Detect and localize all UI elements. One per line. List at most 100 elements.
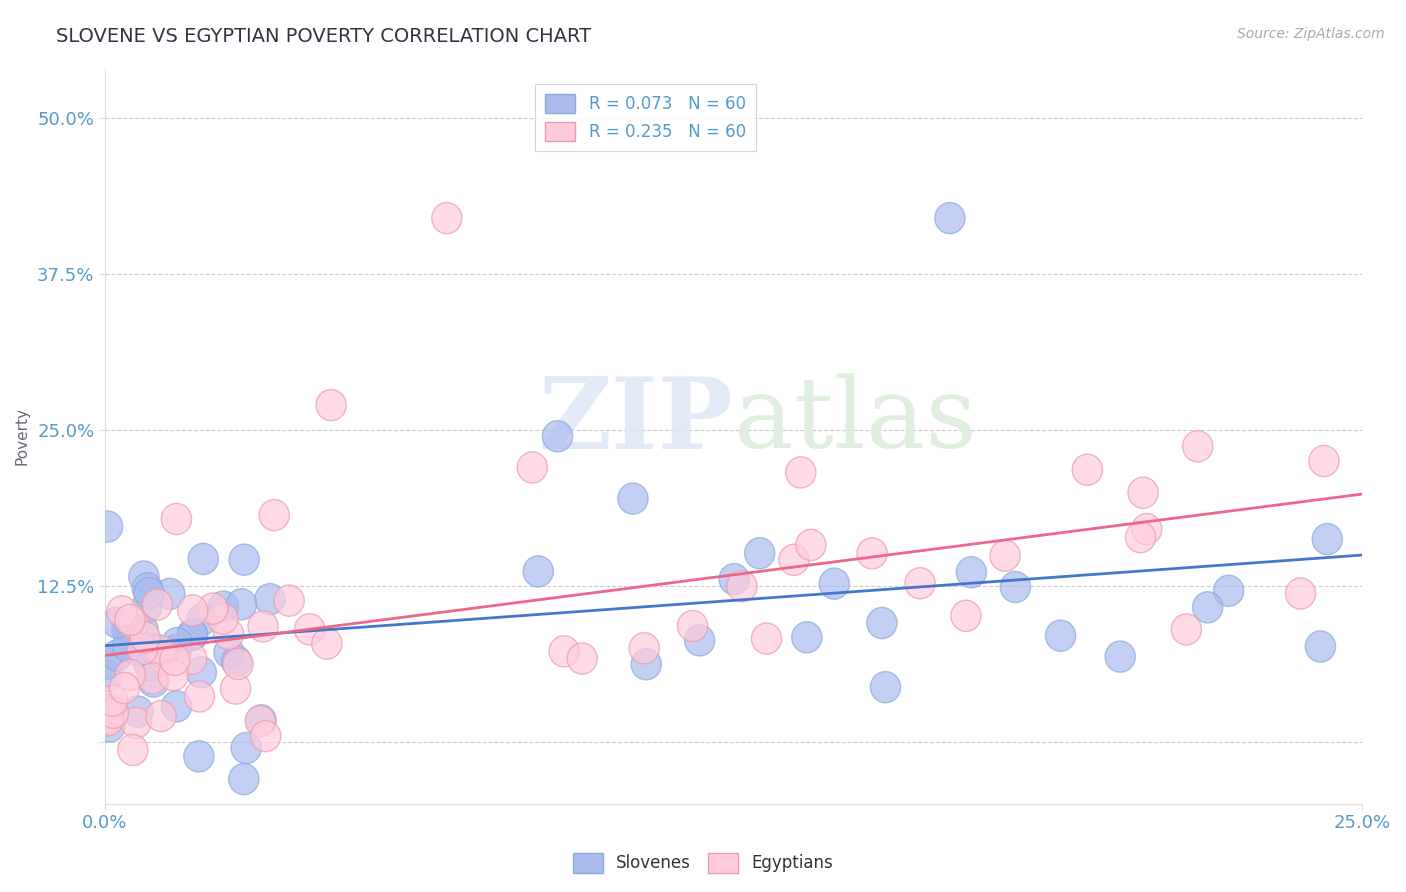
Ellipse shape <box>792 622 823 653</box>
Ellipse shape <box>110 673 139 704</box>
Ellipse shape <box>129 622 160 653</box>
Ellipse shape <box>129 561 159 592</box>
Ellipse shape <box>567 643 598 674</box>
Ellipse shape <box>138 663 167 694</box>
Ellipse shape <box>246 705 276 736</box>
Ellipse shape <box>631 648 661 680</box>
Ellipse shape <box>94 711 125 742</box>
Ellipse shape <box>1105 641 1135 673</box>
Ellipse shape <box>146 635 176 666</box>
Ellipse shape <box>1125 522 1156 553</box>
Ellipse shape <box>550 636 579 667</box>
Ellipse shape <box>274 585 304 616</box>
Ellipse shape <box>990 541 1021 571</box>
Ellipse shape <box>1309 445 1339 476</box>
Ellipse shape <box>956 557 987 588</box>
Ellipse shape <box>1305 631 1336 662</box>
Ellipse shape <box>122 634 152 665</box>
Ellipse shape <box>868 607 897 639</box>
Ellipse shape <box>628 632 659 664</box>
Ellipse shape <box>1182 431 1213 462</box>
Ellipse shape <box>250 721 281 752</box>
Ellipse shape <box>678 610 707 641</box>
Ellipse shape <box>432 202 463 234</box>
Ellipse shape <box>177 619 208 650</box>
Ellipse shape <box>718 564 749 595</box>
Ellipse shape <box>107 596 136 627</box>
Text: SLOVENE VS EGYPTIAN POVERTY CORRELATION CHART: SLOVENE VS EGYPTIAN POVERTY CORRELATION … <box>56 27 592 45</box>
Text: Source: ZipAtlas.com: Source: ZipAtlas.com <box>1237 27 1385 41</box>
Ellipse shape <box>115 604 145 635</box>
Ellipse shape <box>93 660 122 691</box>
Ellipse shape <box>177 643 207 674</box>
Ellipse shape <box>247 611 278 642</box>
Ellipse shape <box>187 604 217 635</box>
Ellipse shape <box>1192 591 1223 623</box>
Ellipse shape <box>139 633 170 665</box>
Ellipse shape <box>254 583 285 615</box>
Ellipse shape <box>142 589 173 620</box>
Ellipse shape <box>93 648 122 679</box>
Ellipse shape <box>128 615 157 646</box>
Ellipse shape <box>150 644 181 675</box>
Ellipse shape <box>294 614 325 645</box>
Ellipse shape <box>1128 477 1159 508</box>
Ellipse shape <box>208 603 238 634</box>
Ellipse shape <box>214 637 245 668</box>
Ellipse shape <box>751 623 782 654</box>
Ellipse shape <box>94 694 125 725</box>
Y-axis label: Poverty: Poverty <box>15 408 30 466</box>
Ellipse shape <box>1046 620 1076 651</box>
Ellipse shape <box>115 659 145 690</box>
Ellipse shape <box>135 649 165 681</box>
Ellipse shape <box>162 503 191 534</box>
Ellipse shape <box>229 764 259 795</box>
Ellipse shape <box>222 646 252 677</box>
Ellipse shape <box>214 618 243 649</box>
Ellipse shape <box>184 681 215 712</box>
Ellipse shape <box>146 700 176 731</box>
Ellipse shape <box>184 740 214 772</box>
Ellipse shape <box>188 543 218 574</box>
Ellipse shape <box>312 628 342 659</box>
Ellipse shape <box>177 619 208 650</box>
Ellipse shape <box>745 538 775 569</box>
Ellipse shape <box>139 666 169 698</box>
Ellipse shape <box>543 421 572 452</box>
Ellipse shape <box>162 627 193 658</box>
Ellipse shape <box>245 706 276 737</box>
Ellipse shape <box>1171 614 1202 645</box>
Ellipse shape <box>155 578 184 609</box>
Ellipse shape <box>177 595 208 626</box>
Ellipse shape <box>685 624 714 656</box>
Ellipse shape <box>221 673 250 704</box>
Ellipse shape <box>316 390 346 421</box>
Ellipse shape <box>229 544 259 575</box>
Ellipse shape <box>231 732 262 764</box>
Ellipse shape <box>935 202 965 234</box>
Ellipse shape <box>727 571 756 602</box>
Ellipse shape <box>162 690 191 722</box>
Ellipse shape <box>128 633 157 665</box>
Ellipse shape <box>93 703 122 734</box>
Ellipse shape <box>103 607 132 638</box>
Text: atlas: atlas <box>734 374 976 469</box>
Ellipse shape <box>517 452 547 483</box>
Ellipse shape <box>160 644 190 675</box>
Ellipse shape <box>796 529 825 560</box>
Ellipse shape <box>118 734 148 765</box>
Ellipse shape <box>157 659 188 690</box>
Ellipse shape <box>224 648 253 680</box>
Ellipse shape <box>162 634 191 665</box>
Ellipse shape <box>523 556 554 587</box>
Legend: Slovenes, Egyptians: Slovenes, Egyptians <box>567 847 839 880</box>
Ellipse shape <box>97 685 128 716</box>
Ellipse shape <box>1000 572 1031 603</box>
Ellipse shape <box>1285 578 1316 609</box>
Ellipse shape <box>198 593 228 624</box>
Ellipse shape <box>93 511 122 542</box>
Ellipse shape <box>208 591 239 622</box>
Ellipse shape <box>858 538 887 569</box>
Text: ZIP: ZIP <box>538 373 734 470</box>
Ellipse shape <box>820 568 849 599</box>
